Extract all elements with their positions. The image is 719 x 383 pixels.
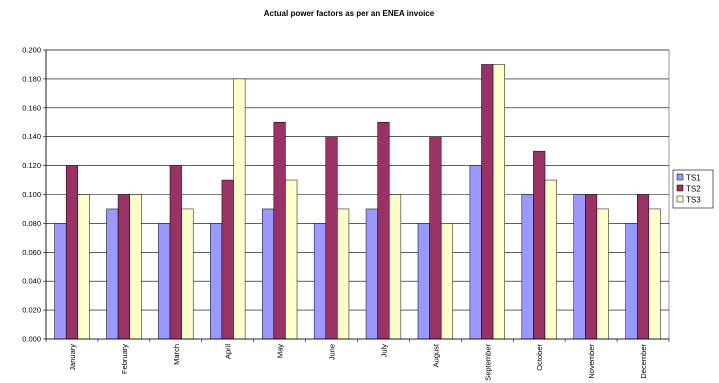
x-axis-category-labels: January February March April May June July Augu…: [68, 343, 648, 381]
y-tick-label: 0.160: [22, 103, 41, 112]
bar-ts3-may: [285, 179, 298, 340]
bar-ts1-june: [313, 223, 326, 340]
bar-ts3-july: [389, 194, 402, 340]
bar-ts3-august: [440, 223, 454, 340]
bar-ts1-november: [573, 194, 586, 340]
bar-ts1-may: [261, 208, 275, 340]
bar-ts1-april: [210, 223, 223, 340]
x-category-label: June: [328, 344, 337, 360]
x-category-label: March: [172, 344, 181, 365]
bar-ts3-april: [233, 78, 246, 340]
x-category-label: May: [276, 344, 285, 358]
bar-ts3-february: [129, 194, 142, 340]
legend-label-ts3: TS3: [686, 196, 701, 205]
y-tick-label: 0.060: [22, 248, 41, 257]
x-category-label: November: [587, 344, 596, 379]
x-category-label: January: [68, 344, 77, 371]
bar-ts1-january: [54, 223, 67, 340]
bar-ts1-august: [417, 223, 430, 340]
bar-ts1-march: [158, 223, 171, 340]
legend-label-ts1: TS1: [686, 174, 701, 183]
bar-ts2-august: [429, 136, 442, 340]
bar-ts2-june: [325, 136, 338, 340]
x-category-label: February: [120, 344, 129, 374]
legend-label-ts2: TS2: [686, 185, 701, 194]
bar-ts3-june: [337, 208, 350, 340]
legend-swatch-ts1: [676, 173, 684, 181]
bar-ts2-april: [221, 179, 234, 340]
x-category-label: October: [535, 344, 544, 371]
y-tick-label: 0.120: [22, 161, 41, 170]
y-tick-label: 0.200: [22, 46, 41, 55]
bar-ts3-january: [77, 194, 90, 340]
y-tick-label: 0.180: [22, 74, 41, 83]
bar-ts3-december: [648, 208, 661, 340]
x-category-label: August: [431, 343, 440, 367]
bars: [54, 64, 661, 340]
bar-ts3-march: [181, 208, 194, 340]
bar-ts2-december: [636, 194, 650, 340]
y-tick-label: 0.000: [22, 335, 41, 344]
gridlines: [43, 49, 670, 340]
bar-ts2-october: [533, 150, 546, 340]
bar-ts2-july: [377, 122, 390, 340]
bar-ts1-july: [365, 208, 378, 340]
bar-ts2-may: [273, 122, 286, 340]
y-tick-label: 0.100: [22, 190, 41, 199]
y-tick-label: 0.080: [22, 219, 41, 228]
bar-ts1-october: [521, 194, 534, 340]
bar-ts2-january: [65, 165, 79, 340]
axes: [45, 50, 670, 342]
x-category-label: December: [639, 344, 648, 379]
bar-ts3-october: [544, 179, 557, 340]
bar-ts2-february: [117, 194, 130, 340]
bar-ts2-november: [585, 194, 598, 340]
y-tick-label: 0.140: [22, 132, 41, 141]
bar-ts2-september: [481, 64, 494, 340]
bar-ts1-september: [469, 165, 482, 340]
x-category-label: September: [483, 343, 492, 380]
chart-title: Actual power factors as per an ENEA invo…: [264, 9, 435, 18]
x-category-label: April: [224, 344, 233, 359]
legend-swatch-ts2: [676, 184, 684, 192]
x-category-label: July: [379, 344, 388, 358]
legend-swatch-ts3: [676, 195, 684, 203]
y-tick-label: 0.020: [22, 306, 41, 315]
bar-ts3-september: [492, 64, 505, 340]
bar-ts3-november: [596, 208, 609, 340]
bar-ts1-february: [106, 208, 119, 340]
legend: TS1 TS2 TS3: [672, 169, 714, 209]
y-tick-label: 0.040: [22, 277, 41, 286]
bar-ts2-march: [169, 165, 182, 340]
y-axis-tick-labels: 0.000 0.020 0.040 0.060 0.080 0.100 0.120 0.140…: [22, 46, 41, 344]
bar-ts1-december: [625, 223, 638, 340]
